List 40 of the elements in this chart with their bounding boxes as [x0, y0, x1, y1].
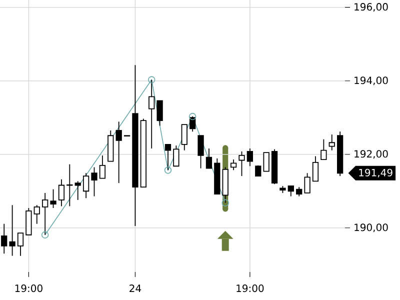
x-tick-label: 19:00 — [236, 284, 264, 292]
candlestick — [246, 148, 254, 167]
x-tick-label: 24 — [130, 284, 142, 292]
candlestick — [82, 172, 90, 199]
candlestick — [198, 135, 204, 169]
candlestick — [304, 172, 310, 194]
candlestick — [156, 100, 163, 126]
candlestick — [181, 124, 188, 151]
candlestick — [312, 156, 319, 182]
candlestick — [238, 150, 245, 177]
candlestick — [288, 186, 294, 197]
candlestick — [320, 138, 327, 160]
candlestick — [91, 166, 98, 197]
candlestick — [173, 145, 180, 167]
candlestick — [116, 121, 122, 184]
candlestick — [17, 232, 24, 256]
candlestick — [1, 223, 8, 254]
y-tick-label: 194,00 — [354, 76, 388, 86]
y-tick-label: 196,00 — [354, 3, 388, 12]
point — [164, 166, 172, 174]
point — [222, 199, 229, 206]
candlestick — [34, 204, 40, 224]
candlestick — [99, 155, 106, 179]
candlestick — [26, 208, 32, 236]
y-tick-label: 190,00 — [354, 224, 388, 232]
candlestick — [328, 134, 335, 151]
point — [148, 76, 156, 84]
candlestick — [74, 180, 81, 200]
candlestick — [50, 188, 56, 208]
candlestick — [9, 204, 16, 256]
point — [41, 231, 49, 238]
candlestick — [263, 152, 270, 172]
candlestick — [206, 148, 212, 169]
point — [188, 112, 196, 120]
candlestick — [230, 159, 237, 171]
y-tick-label: 192,00 — [354, 150, 388, 159]
candlestick — [296, 186, 302, 197]
x-tick-label: 19:00 — [15, 284, 42, 292]
text: 191,49 — [359, 168, 392, 178]
candlestick — [58, 178, 65, 207]
